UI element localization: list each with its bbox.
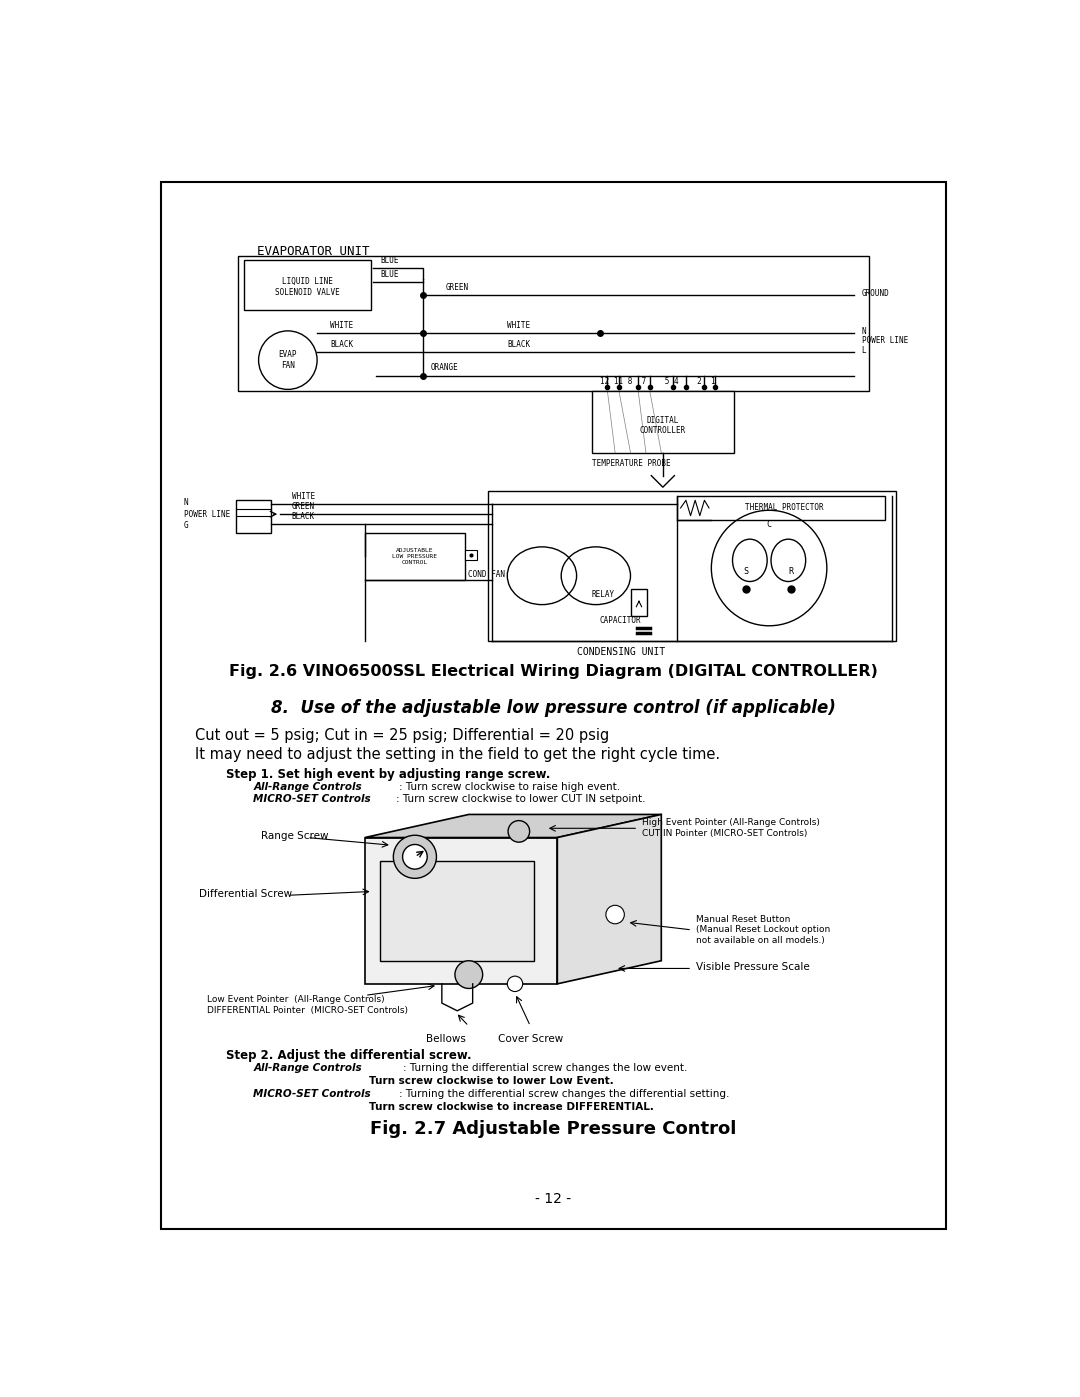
Text: : Turn screw clockwise to raise high event.: : Turn screw clockwise to raise high eve…	[400, 782, 621, 792]
Text: 8.  Use of the adjustable low pressure control (if applicable): 8. Use of the adjustable low pressure co…	[271, 698, 836, 717]
Text: GROUND: GROUND	[862, 289, 889, 298]
Bar	[592, 391, 734, 453]
Text: Cut out = 5 psig; Cut in = 25 psig; Differential = 20 psig: Cut out = 5 psig; Cut in = 25 psig; Diff…	[195, 728, 610, 743]
Text: MICRO-SET Controls: MICRO-SET Controls	[253, 795, 370, 805]
Text: THERMAL PROTECTOR: THERMAL PROTECTOR	[745, 503, 824, 513]
Text: Range Screw: Range Screw	[261, 831, 328, 841]
Text: G: G	[184, 521, 189, 531]
Text: (Manual Reset Lockout option: (Manual Reset Lockout option	[696, 925, 831, 935]
Circle shape	[393, 835, 436, 879]
Text: CUT IN Pointer (MICRO-SET Controls): CUT IN Pointer (MICRO-SET Controls)	[642, 830, 808, 838]
Text: Visible Pressure Scale: Visible Pressure Scale	[696, 963, 810, 972]
Text: LIQUID LINE
SOLENOID VALVE: LIQUID LINE SOLENOID VALVE	[274, 277, 339, 296]
Text: GREEN: GREEN	[292, 502, 315, 511]
Text: TEMPERATURE PROBE: TEMPERATURE PROBE	[592, 458, 671, 468]
Text: CAPACITOR: CAPACITOR	[599, 616, 642, 624]
Bar	[244, 260, 372, 310]
Text: MICRO-SET Controls: MICRO-SET Controls	[253, 1090, 370, 1099]
Text: WHITE: WHITE	[330, 321, 353, 330]
Text: N: N	[184, 499, 189, 507]
Text: Cover Screw: Cover Screw	[498, 1034, 563, 1044]
Polygon shape	[365, 838, 557, 983]
Text: Turn screw clockwise to lower Low Event.: Turn screw clockwise to lower Low Event.	[368, 1076, 613, 1087]
Text: L: L	[862, 346, 866, 355]
Text: All-Range Controls: All-Range Controls	[253, 1063, 362, 1073]
Text: RELAY: RELAY	[592, 590, 616, 598]
Circle shape	[508, 820, 529, 842]
Circle shape	[606, 905, 624, 923]
Bar	[238, 256, 869, 391]
Bar	[465, 550, 477, 560]
Text: : Turning the differential screw changes the low event.: : Turning the differential screw changes…	[403, 1063, 688, 1073]
Text: BLACK: BLACK	[292, 513, 315, 521]
Text: Fig. 2.6 VINO6500SSL Electrical Wiring Diagram (DIGITAL CONTROLLER): Fig. 2.6 VINO6500SSL Electrical Wiring D…	[229, 665, 878, 679]
Text: ORANGE: ORANGE	[430, 363, 458, 373]
Text: WHITE: WHITE	[508, 321, 530, 330]
Text: POWER LINE: POWER LINE	[862, 337, 908, 345]
Text: POWER LINE: POWER LINE	[184, 510, 230, 518]
Text: Differential Screw: Differential Screw	[200, 888, 293, 898]
Text: It may need to adjust the setting in the field to get the right cycle time.: It may need to adjust the setting in the…	[195, 746, 720, 761]
Text: 12 11 8  7    5 4    2  1: 12 11 8 7 5 4 2 1	[599, 377, 715, 386]
Bar	[380, 861, 535, 961]
Text: BLACK: BLACK	[330, 341, 353, 349]
Text: GREEN: GREEN	[446, 282, 469, 292]
Text: DIFFERENTIAL Pointer  (MICRO-SET Controls): DIFFERENTIAL Pointer (MICRO-SET Controls…	[207, 1006, 408, 1014]
Text: R: R	[788, 567, 793, 577]
Text: N: N	[862, 327, 866, 337]
Text: : Turning the differential screw changes the differential setting.: : Turning the differential screw changes…	[400, 1090, 730, 1099]
Bar	[631, 588, 647, 616]
Text: Low Event Pointer  (All-Range Controls): Low Event Pointer (All-Range Controls)	[207, 995, 384, 1003]
Text: WHITE: WHITE	[292, 492, 315, 502]
Text: not available on all models.): not available on all models.)	[696, 936, 825, 946]
Text: Fig. 2.7 Adjustable Pressure Control: Fig. 2.7 Adjustable Pressure Control	[370, 1120, 737, 1139]
Text: BLACK: BLACK	[508, 341, 530, 349]
Text: DIGITAL
CONTROLLER: DIGITAL CONTROLLER	[639, 416, 686, 436]
Text: CONDENSING UNIT: CONDENSING UNIT	[577, 647, 664, 657]
Text: BLUE: BLUE	[380, 270, 399, 278]
Text: Step 2. Adjust the differential screw.: Step 2. Adjust the differential screw.	[226, 1049, 472, 1062]
Circle shape	[508, 977, 523, 992]
Text: EVAPORATOR UNIT: EVAPORATOR UNIT	[257, 244, 369, 257]
Bar	[488, 490, 896, 641]
Bar	[365, 534, 465, 580]
Bar	[237, 500, 271, 532]
Text: Turn screw clockwise to increase DIFFERENTIAL.: Turn screw clockwise to increase DIFFERE…	[368, 1102, 653, 1112]
Text: C: C	[767, 520, 771, 528]
Text: : Turn screw clockwise to lower CUT IN setpoint.: : Turn screw clockwise to lower CUT IN s…	[395, 795, 645, 805]
Text: Step 1. Set high event by adjusting range screw.: Step 1. Set high event by adjusting rang…	[226, 768, 551, 781]
Polygon shape	[557, 814, 661, 983]
Text: - 12 -: - 12 -	[536, 1193, 571, 1207]
Text: BLUE: BLUE	[380, 257, 399, 265]
Bar	[677, 496, 885, 520]
Polygon shape	[365, 814, 661, 838]
Text: S: S	[743, 567, 748, 577]
Text: All-Range Controls: All-Range Controls	[253, 782, 362, 792]
Text: ADJUSTABLE
LOW PRESSURE
CONTROL: ADJUSTABLE LOW PRESSURE CONTROL	[392, 548, 437, 564]
Text: COND FAN: COND FAN	[468, 570, 505, 578]
Circle shape	[455, 961, 483, 989]
Text: Bellows: Bellows	[426, 1034, 465, 1044]
Text: EVAP
FAN: EVAP FAN	[279, 351, 297, 370]
Text: Manual Reset Button: Manual Reset Button	[696, 915, 791, 923]
Text: High Event Pointer (All-Range Controls): High Event Pointer (All-Range Controls)	[642, 819, 820, 827]
Circle shape	[403, 844, 428, 869]
